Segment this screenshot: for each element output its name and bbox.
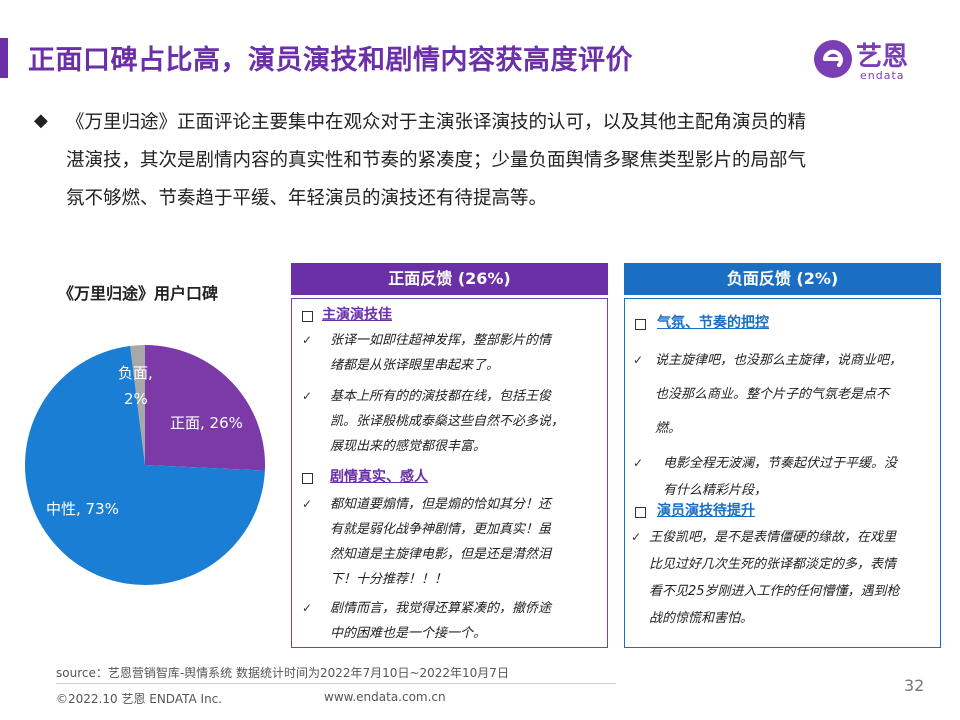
comment-line: 王俊凯吧，是不是表情僵硬的缘故，在戏里 [649, 530, 897, 545]
chart-title: 《万里归途》用户口碑 [58, 284, 219, 303]
logo-text-cn: 艺恩 [856, 42, 909, 72]
comment-line: 绪都是从张译眼里串起来了。 [330, 358, 500, 373]
check-icon: ✓ [302, 601, 313, 615]
pie-slice-positive [145, 345, 265, 471]
summary-text: 《万里归途》正面评论主要集中在观众对于主演张译演技的认可，以及其他主配角演员的精… [66, 104, 922, 218]
comment-line: 有什么精彩片段， [663, 483, 768, 498]
pie-chart: 正面, 26% 中性, 73% 负面, 2% [25, 345, 265, 585]
positive-panel: 主演演技佳 ✓ 张译一如即往超神发挥，整部影片的情 绪都是从张译眼里串起来了。 … [291, 298, 608, 648]
pie-label-negative-b: 2% [124, 390, 148, 408]
comment-line: 也没那么商业。整个片子的气氛老是点不 [655, 387, 890, 402]
comment-line: 凯。张译殷桃成泰燊这些自然不必多说， [330, 414, 565, 429]
footer-url[interactable]: www.endata.com.cn [324, 690, 446, 704]
comment-line: 剧情而言，我觉得还算紧凑的，撤侨途 [330, 601, 552, 616]
comment-line: 然知道是主旋律电影，但是还是潸然泪 [330, 547, 552, 562]
comment-line: 看不见25岁刚进入工作的任何懵懂，遇到枪 [649, 584, 900, 599]
pie-label-neutral: 中性, 73% [46, 500, 119, 518]
logo-text-en: endata [860, 69, 905, 82]
positive-panel-header: 正面反馈 (26%) [291, 263, 608, 295]
summary-line: 湛演技，其次是剧情内容的真实性和节奏的紧凑度；少量负面舆情多聚焦类型影片的局部气 [66, 150, 807, 171]
comment-line: 展现出来的感觉都很丰富。 [330, 439, 487, 454]
check-icon: ✓ [302, 497, 313, 511]
comment-line: 基本上所有的的演技都在线，包括王俊 [330, 389, 552, 404]
summary-line: 氛不够燃、节奏趋于平缓、年轻演员的演技还有待提高等。 [66, 188, 548, 209]
comment-line: 都知道要煽情，但是煽的恰如其分！还 [330, 497, 552, 512]
pie-label-negative-a: 负面, [118, 364, 153, 382]
title-accent-bar [0, 38, 8, 78]
checkbox-square-icon [635, 319, 646, 330]
footer-divider [56, 683, 616, 684]
negative-panel: 气氛、节奏的把控 ✓ 说主旋律吧，也没那么主旋律，说商业吧， 也没那么商业。整个… [624, 298, 941, 648]
check-icon: ✓ [302, 389, 313, 403]
comment-line: 下！十分推荐！！！ [330, 572, 448, 587]
pie-label-positive: 正面, 26% [170, 414, 243, 432]
check-icon: ✓ [631, 530, 642, 544]
checkbox-square-icon [302, 473, 313, 484]
section-title-acting: 主演演技佳 [322, 307, 392, 323]
checkbox-square-icon [302, 311, 313, 322]
negative-panel-header: 负面反馈 (2%) [624, 263, 941, 295]
footer-copyright: ©2022.10 艺恩 ENDATA Inc. [56, 692, 223, 706]
section-title-acting-improve: 演员演技待提升 [657, 503, 755, 519]
page-title: 正面口碑占比高，演员演技和剧情内容获高度评价 [28, 45, 633, 76]
diamond-bullet-icon: ◆ [34, 110, 48, 131]
pie-slice-neutral [25, 345, 265, 585]
summary-line: 《万里归途》正面评论主要集中在观众对于主演张译演技的认可，以及其他主配角演员的精 [66, 112, 807, 133]
section-title-plot: 剧情真实、感人 [330, 469, 428, 485]
footer-source: source：艺恩营销智库-舆情系统 数据统计时间为2022年7月10日~202… [56, 666, 509, 680]
comment-line: 有就是弱化战争神剧情，更加真实！虽 [330, 522, 552, 537]
comment-line: 说主旋律吧，也没那么主旋律，说商业吧， [655, 353, 903, 368]
comment-line: 中的困难也是一个接一个。 [330, 626, 487, 641]
comment-line: 燃。 [655, 421, 682, 436]
checkbox-square-icon [635, 507, 646, 518]
pie-slice-negative [130, 345, 145, 465]
section-title-atmosphere: 气氛、节奏的把控 [657, 315, 769, 331]
comment-line: 战的惊慌和害怕。 [649, 611, 754, 626]
check-icon: ✓ [633, 353, 644, 367]
endata-logo-icon [814, 40, 852, 78]
comment-line: 张译一如即往超神发挥，整部影片的情 [330, 333, 552, 348]
endata-logo: 艺恩 endata [812, 36, 930, 86]
page-number: 32 [904, 676, 925, 695]
check-icon: ✓ [633, 456, 644, 470]
check-icon: ✓ [302, 333, 313, 347]
comment-line: 电影全程无波澜，节奏起伏过于平缓。没 [663, 456, 898, 471]
comment-line: 比见过好几次生死的张译都淡定的多，表情 [649, 557, 897, 572]
